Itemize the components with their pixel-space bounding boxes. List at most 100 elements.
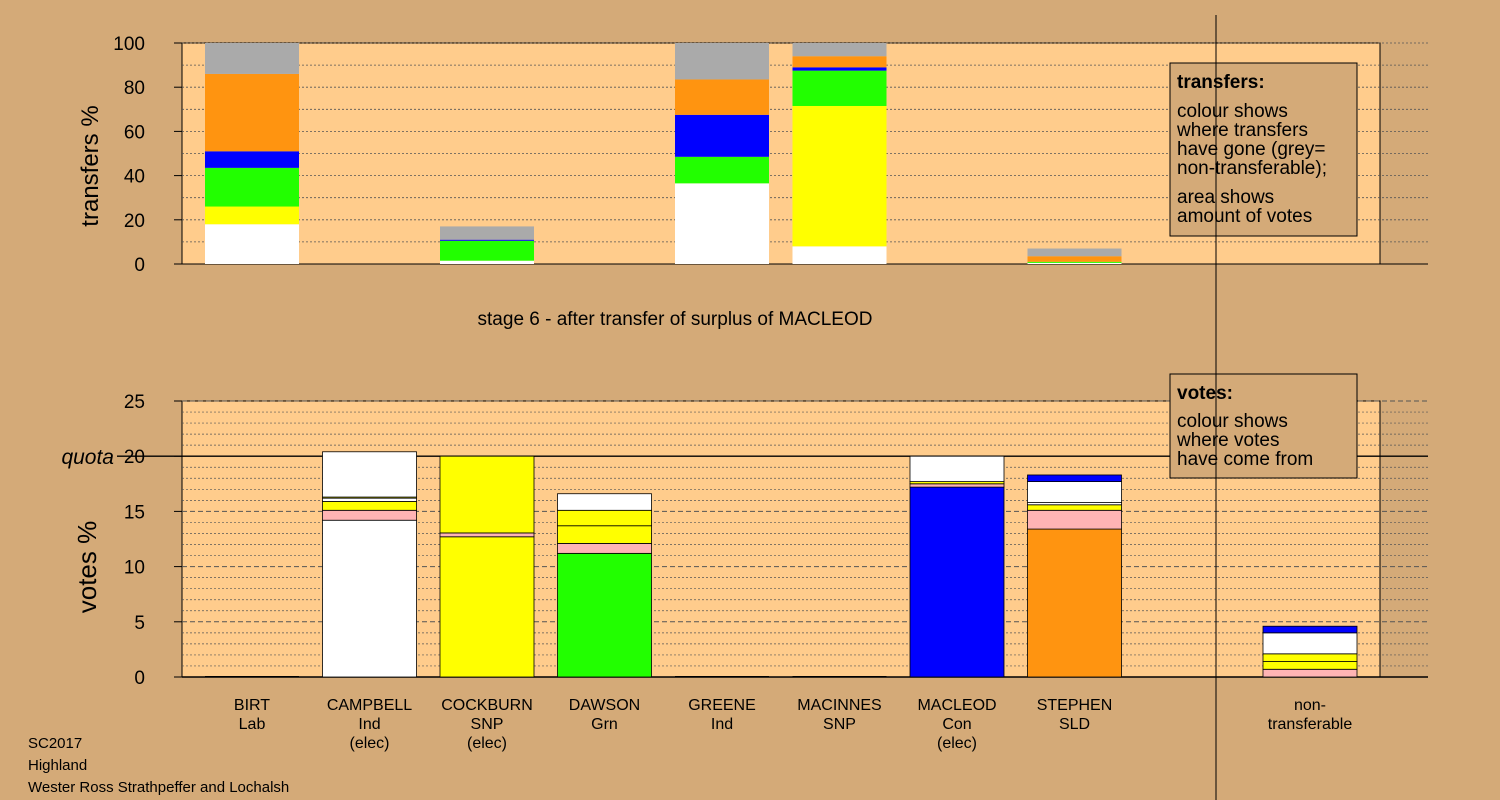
transfer-segment-grey (675, 43, 769, 80)
vote-bar-campbell (322, 451, 417, 678)
votes-panel: 0 5 10 15 20 25 votes % quota BIRT Lab CAMPBELL… (61, 373, 1428, 752)
votes-legend-box (1169, 373, 1358, 479)
vote-segment-yellow (557, 525, 652, 544)
votes-legend-line: have come from (1177, 449, 1313, 470)
transfer-segment-green (675, 156, 769, 184)
transfers-legend: transfers: colour shows where transfers … (1169, 62, 1358, 237)
transfer-segment-yellow (205, 206, 299, 225)
candidate-party: SNP (823, 716, 856, 733)
quota-label: quota (61, 446, 114, 469)
candidate-name: GREENE (688, 697, 756, 714)
vote-segment-white (322, 451, 417, 498)
transfer-segment-green (792, 70, 887, 106)
vote-segment-yellow (439, 536, 535, 678)
candidate-party: transferable (1268, 716, 1353, 733)
transfer-bar-stephen (1027, 248, 1122, 264)
transfers-legend-line: colour shows (1177, 101, 1288, 122)
votes-y-axis-label: votes % (72, 521, 102, 614)
transfers-tick-label: 80 (124, 78, 145, 99)
vote-segment-yellow (439, 455, 535, 534)
candidate-name: DAWSON (569, 697, 640, 714)
transfer-segment-blue (792, 67, 887, 71)
transfer-segment-grey (440, 226, 534, 240)
vote-bar-cockburn (439, 455, 535, 678)
vote-segment-yellow (1262, 661, 1358, 670)
candidate-party: Lab (239, 716, 266, 733)
vote-segment-pink (1027, 509, 1122, 530)
transfer-segment-blue (440, 239, 534, 241)
transfers-panel: 0 20 40 60 80 100 transfers % stage 6 - after… (77, 34, 1428, 330)
vote-segment-blue (909, 486, 1005, 678)
vote-segment-yellow (557, 509, 652, 527)
votes-bars (205, 451, 1358, 678)
vote-segment-yellow (322, 501, 417, 511)
transfers-legend-line: where transfers (1176, 120, 1308, 141)
footer-council: Highland (28, 757, 88, 774)
candidate-status: (elec) (349, 735, 389, 752)
candidate-name: CAMPBELL (327, 697, 412, 714)
candidate-name: MACINNES (797, 697, 881, 714)
transfer-segment-white (205, 224, 299, 264)
transfers-legend-title: transfers: (1177, 72, 1265, 93)
transfer-segment-white (792, 246, 887, 264)
footer-election: SC2017 (28, 735, 83, 752)
candidate-party: Grn (591, 716, 618, 733)
candidate-status: (elec) (937, 735, 977, 752)
vote-bar-dawson (557, 493, 652, 678)
transfers-legend-box (1169, 62, 1358, 237)
candidate-party: Ind (358, 716, 380, 733)
transfer-segment-orange (675, 79, 769, 115)
votes-y-ticks: 0 5 10 15 20 25 (124, 392, 182, 689)
candidate-name: MACLEOD (917, 697, 996, 714)
transfers-tick-label: 60 (124, 122, 145, 143)
candidate-party: Ind (711, 716, 733, 733)
transfer-bar-macinnes (792, 43, 887, 264)
votes-legend-title: votes: (1177, 383, 1233, 404)
transfers-y-axis-label: transfers % (77, 105, 104, 226)
votes-tick-label: 10 (124, 558, 145, 579)
transfers-bars (205, 43, 1122, 264)
transfers-tick-label: 0 (134, 255, 145, 276)
transfers-tick-label: 20 (124, 211, 145, 232)
vote-segment-yellow (1027, 504, 1122, 511)
transfers-legend-line: area shows (1177, 187, 1274, 208)
vote-bar-stephen (1027, 474, 1122, 678)
transfer-segment-grey (792, 43, 887, 57)
transfers-tick-label: 40 (124, 167, 145, 188)
vote-segment-white (557, 493, 652, 511)
vote-segment-white (1027, 481, 1122, 503)
votes-tick-label: 0 (134, 668, 145, 689)
transfer-bar-greene (675, 43, 769, 264)
transfers-legend-line: amount of votes (1177, 206, 1312, 227)
votes-legend: votes: colour shows where votes have com… (1169, 373, 1358, 479)
vote-segment-white (909, 455, 1005, 482)
stage-caption: stage 6 - after transfer of surplus of M… (478, 309, 873, 330)
candidate-labels: BIRT Lab CAMPBELL Ind (elec) COCKBURN SNP (elec… (234, 697, 1352, 752)
votes-tick-label: 20 (124, 447, 145, 468)
candidate-name: STEPHEN (1037, 697, 1113, 714)
candidate-name: BIRT (234, 697, 270, 714)
transfers-legend-line: have gone (grey= (1177, 139, 1325, 160)
transfer-segment-white (440, 260, 534, 264)
candidate-status: (elec) (467, 735, 507, 752)
transfer-segment-yellow (792, 105, 887, 247)
vote-segment-pink (557, 543, 652, 554)
candidate-party: SLD (1059, 716, 1090, 733)
transfer-bar-cockburn (440, 226, 534, 264)
transfer-segment-orange (792, 56, 887, 68)
transfers-tick-label: 100 (113, 34, 145, 55)
transfers-legend-line: non-transferable); (1177, 158, 1327, 179)
candidate-party: Con (942, 716, 971, 733)
vote-segment-blue (1027, 474, 1122, 482)
vote-bar-macleod (909, 455, 1005, 678)
vote-segment-pink (322, 509, 417, 521)
footer-ward: Wester Ross Strathpeffer and Lochalsh (28, 779, 290, 796)
transfer-bar-birt (205, 43, 299, 264)
transfer-segment-green (205, 167, 299, 207)
vote-segment-orange (1027, 528, 1122, 678)
vote-bar-non (1262, 625, 1358, 678)
votes-legend-line: colour shows (1177, 411, 1288, 432)
transfer-segment-green (1027, 261, 1122, 263)
candidate-name: COCKBURN (441, 697, 533, 714)
